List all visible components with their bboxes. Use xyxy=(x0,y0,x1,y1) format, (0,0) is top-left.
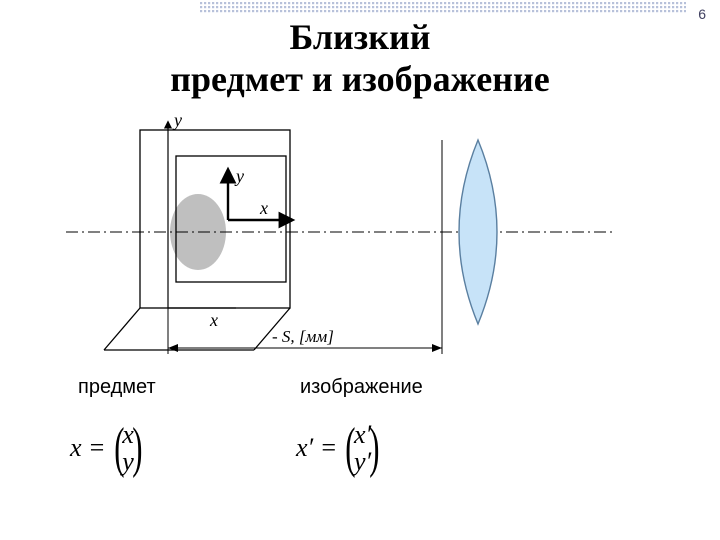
formula-image: x′ = ( x′ y′ ) xyxy=(296,420,384,476)
slide-title: Близкий предмет и изображение xyxy=(0,16,720,101)
inner-y-label: y xyxy=(234,166,244,186)
paren-close-icon: ) xyxy=(132,420,142,476)
formula-image-lhs: x′ = xyxy=(296,433,337,463)
title-line-2: предмет и изображение xyxy=(170,59,550,99)
paren-open-icon: ( xyxy=(114,420,124,476)
inner-x-label: x xyxy=(259,198,268,218)
accent-bar xyxy=(200,0,686,11)
title-line-1: Близкий xyxy=(290,17,431,57)
object-label: предмет xyxy=(78,376,156,399)
plane-slant xyxy=(104,308,140,350)
paren-open-icon: ( xyxy=(345,420,355,476)
optics-diagram: y y x x - S, [мм] xyxy=(60,112,620,372)
dim-arrow-right xyxy=(432,344,442,352)
lens xyxy=(459,140,497,324)
formula-object-lhs: x = xyxy=(70,433,106,463)
image-label: изображение xyxy=(300,376,423,399)
outer-x-label: x xyxy=(209,310,218,330)
dim-arrow-left xyxy=(168,344,178,352)
paren-close-icon: ) xyxy=(369,420,379,476)
outer-y-label: y xyxy=(172,112,182,130)
formula-object: x = ( x y ) xyxy=(70,420,146,476)
distance-label: - S, [мм] xyxy=(272,327,334,346)
